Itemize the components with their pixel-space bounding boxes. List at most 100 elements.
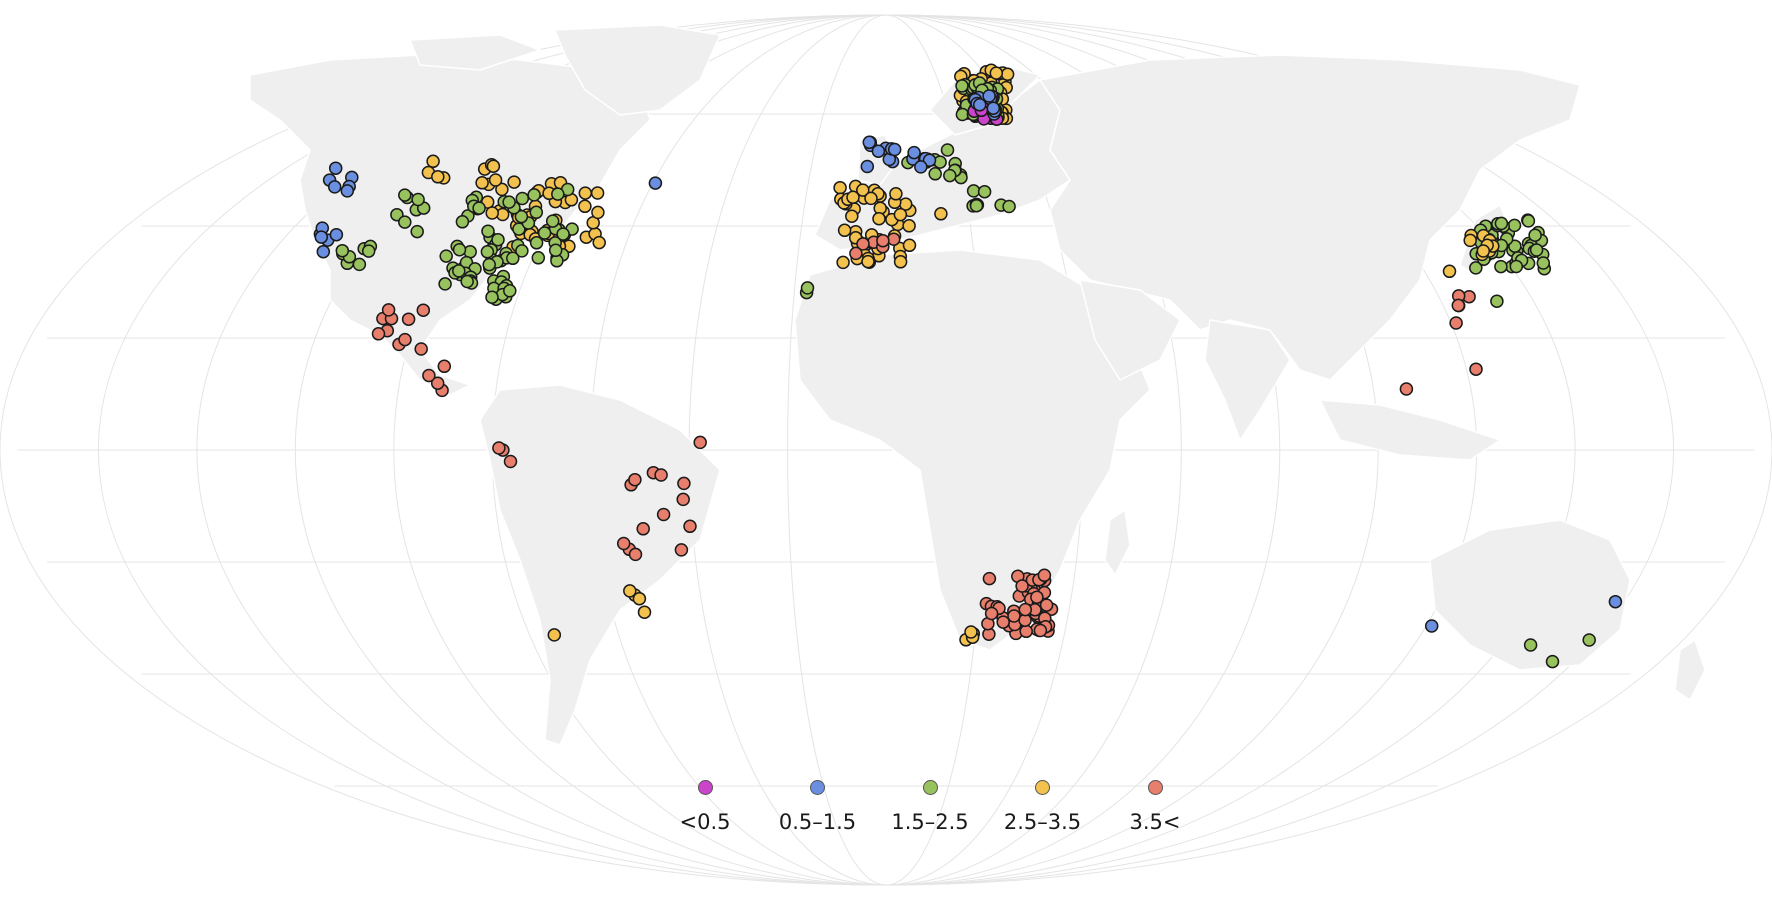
data-point <box>1019 624 1033 639</box>
data-point <box>1007 609 1021 623</box>
data-point <box>556 227 570 241</box>
legend-swatch <box>1147 780 1163 795</box>
data-point <box>422 368 436 383</box>
data-point <box>1037 568 1052 583</box>
data-point <box>495 182 509 197</box>
data-point <box>1451 298 1466 313</box>
arctic-islands <box>408 34 543 71</box>
data-point <box>902 219 916 233</box>
data-point <box>401 312 416 326</box>
data-points <box>313 63 1623 669</box>
data-point <box>800 281 815 295</box>
data-point <box>876 233 890 248</box>
data-point <box>1463 233 1477 248</box>
data-point <box>1476 244 1491 258</box>
data-point <box>398 215 412 229</box>
data-point <box>514 209 529 224</box>
data-point <box>907 145 921 160</box>
data-point <box>677 476 691 491</box>
data-point <box>1015 579 1029 593</box>
data-point <box>886 232 901 246</box>
data-point <box>512 222 526 236</box>
data-point <box>856 183 870 197</box>
data-point <box>837 223 852 238</box>
data-point <box>674 543 689 557</box>
data-point <box>1442 264 1457 279</box>
data-point <box>416 303 431 317</box>
data-point <box>861 254 875 269</box>
data-point <box>503 454 518 469</box>
data-point <box>590 186 605 200</box>
data-point <box>414 342 428 356</box>
data-point <box>1507 218 1522 233</box>
legend-item: 2.5–3.5 <box>988 780 1098 860</box>
india <box>1204 319 1291 442</box>
south-america <box>479 384 721 746</box>
data-point <box>1030 590 1044 604</box>
data-point <box>455 215 470 229</box>
data-point <box>955 107 970 122</box>
data-point <box>982 571 997 586</box>
data-point <box>636 522 650 536</box>
data-point <box>460 274 474 289</box>
southeast-asia-islands <box>1318 399 1502 461</box>
legend-item: 0.5–1.5 <box>763 780 873 860</box>
data-point <box>314 230 329 244</box>
legend-item: 1.5–2.5 <box>875 780 985 860</box>
legend-label: 0.5–1.5 <box>778 810 857 834</box>
legend-item: <0.5 <box>650 780 760 860</box>
data-point <box>1033 623 1048 638</box>
legend-item: 3.5< <box>1100 780 1210 860</box>
data-point <box>693 435 707 450</box>
data-point <box>1469 261 1483 275</box>
data-point <box>371 327 386 341</box>
data-point <box>515 244 529 258</box>
data-point <box>1490 294 1504 308</box>
data-point <box>529 236 544 250</box>
data-point <box>1545 654 1560 669</box>
data-point <box>893 207 908 222</box>
data-point <box>592 235 606 250</box>
data-point <box>327 180 342 194</box>
data-point <box>637 605 652 619</box>
data-point <box>361 244 376 258</box>
data-point <box>1608 594 1623 609</box>
data-point <box>676 492 690 507</box>
data-point <box>1018 602 1033 617</box>
data-point <box>381 303 396 317</box>
legend-swatch <box>810 780 825 795</box>
data-point <box>833 180 847 195</box>
data-point <box>1002 199 1016 214</box>
data-point <box>452 242 467 257</box>
data-point <box>1449 316 1463 330</box>
data-point <box>654 468 668 482</box>
data-point <box>335 243 350 258</box>
data-point <box>996 615 1010 629</box>
data-point <box>527 188 541 202</box>
data-point <box>529 205 544 220</box>
legend-swatch <box>697 780 713 795</box>
data-point <box>943 168 957 183</box>
legend-label: 2.5–3.5 <box>1003 810 1082 834</box>
data-point <box>683 519 697 534</box>
legend-label: 3.5< <box>1129 810 1181 834</box>
data-point <box>426 154 440 169</box>
legend: <0.5 0.5–1.5 1.5–2.5 2.5–3.5 3.5< <box>650 780 1210 860</box>
data-point <box>836 255 850 270</box>
data-point <box>972 98 987 112</box>
data-point <box>1494 259 1508 274</box>
data-point <box>398 332 412 347</box>
data-point <box>1536 256 1551 270</box>
greenland <box>553 24 722 116</box>
data-point <box>329 227 344 242</box>
data-point <box>889 187 903 201</box>
data-point <box>1582 633 1596 647</box>
data-point <box>1509 259 1524 274</box>
data-point <box>616 536 631 551</box>
data-point <box>902 238 917 253</box>
data-point <box>480 245 495 259</box>
data-point <box>628 472 642 487</box>
data-point <box>537 226 552 240</box>
legend-label: 1.5–2.5 <box>891 810 969 834</box>
